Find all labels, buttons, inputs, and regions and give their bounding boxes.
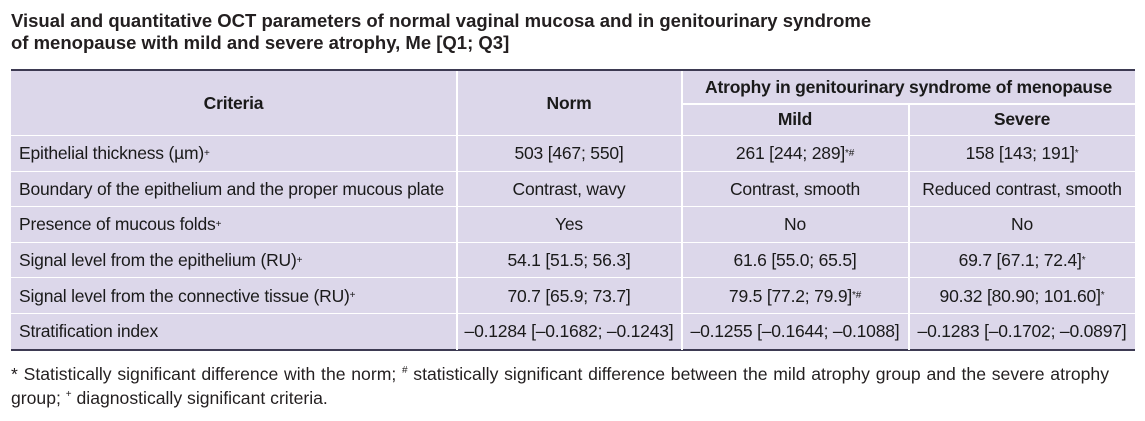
cell-criterion: Boundary of the epithelium and the prope…: [11, 172, 456, 208]
table-row: Signal level from the epithelium (RU) + 54…: [11, 241, 1135, 279]
header-divider: [908, 104, 910, 135]
column-divider: [681, 136, 683, 172]
cell-severe: 90.32 [80.90; 101.60] *: [939, 285, 1105, 306]
cell-criterion: Presence of mucous folds +: [19, 214, 222, 235]
column-divider: [456, 278, 458, 314]
cell-criterion-text: Boundary of the epithelium and the prope…: [19, 178, 445, 199]
cell-norm-text: –0.1284 [–0.1682; –0.1243]: [464, 321, 674, 342]
column-divider: [456, 314, 458, 350]
cell-severe: –0.1283 [–0.1702; –0.0897]: [909, 314, 1135, 350]
cell-severe: Reduced contrast, smooth: [909, 172, 1135, 208]
table-header: Criteria Norm Atrophy in genitourinary s…: [11, 71, 1135, 135]
cell-mild: 261 [244; 289] *#: [735, 143, 855, 164]
cell-mild: No: [682, 207, 908, 243]
cell-norm: 54.1 [51.5; 56.3]: [457, 243, 681, 279]
footnote-star-text: Statistically significant difference wit…: [17, 364, 402, 384]
cell-norm-text: 503 [467; 550]: [514, 143, 624, 164]
column-divider: [681, 278, 683, 314]
table-row: Boundary of the epithelium and the prope…: [11, 170, 1135, 208]
header-divider: [456, 71, 458, 135]
column-divider: [681, 242, 683, 279]
column-divider: [908, 314, 910, 350]
cell-mild-text: Contrast, smooth: [729, 178, 861, 199]
footnote: * Statistically significant difference w…: [11, 362, 1109, 410]
table-row: Stratification index –0.1284 [–0.1682; –0…: [11, 313, 1135, 350]
data-table: Criteria Norm Atrophy in genitourinary s…: [11, 69, 1135, 351]
cell-criterion-text: Stratification index: [19, 321, 158, 342]
cell-severe: 69.7 [67.1; 72.4] *: [958, 250, 1086, 271]
cell-mild-text: 261 [244; 289]: [735, 143, 846, 164]
cell-norm: Yes: [457, 207, 681, 243]
cell-mild-text: 61.6 [55.0; 65.5]: [733, 250, 857, 271]
table-title: Visual and quantitative OCT parameters o…: [11, 10, 1111, 54]
title-line-1: Visual and quantitative OCT parameters o…: [11, 10, 872, 31]
footnote-star-mark: *: [11, 364, 18, 384]
column-divider: [908, 171, 910, 208]
column-divider: [908, 136, 910, 172]
cell-criterion-text: Signal level from the epithelium (RU): [19, 250, 297, 271]
column-divider: [908, 242, 910, 279]
column-divider: [456, 136, 458, 172]
header-atrophy-group: Atrophy in genitourinary syndrome of men…: [705, 76, 1112, 97]
column-divider: [456, 242, 458, 279]
column-divider: [908, 207, 910, 243]
cell-mild: Contrast, smooth: [682, 172, 908, 208]
cell-norm: 70.7 [65.9; 73.7]: [457, 278, 681, 314]
cell-criterion: Epithelial thickness (µm) +: [19, 143, 210, 164]
cell-norm-text: Yes: [555, 214, 583, 235]
header-divider: [681, 71, 683, 135]
title-line-2: of menopause with mild and severe atroph…: [11, 32, 510, 53]
cell-criterion: Signal level from the connective tissue …: [19, 285, 356, 306]
column-divider: [681, 207, 683, 243]
cell-criterion-text: Epithelial thickness (µm): [19, 143, 205, 164]
cell-mild-text: –0.1255 [–0.1644; –0.1088]: [690, 321, 900, 342]
header-subdivider: [682, 103, 1135, 105]
cell-mild-text: 79.5 [77.2; 79.9]: [728, 285, 853, 306]
cell-norm: Contrast, wavy: [457, 172, 681, 208]
column-divider: [456, 207, 458, 243]
cell-severe-text: 69.7 [67.1; 72.4]: [958, 250, 1082, 271]
cell-criterion-text: Presence of mucous folds: [19, 214, 216, 235]
footnote-plus-text: diagnostically significant criteria.: [71, 388, 328, 408]
column-divider: [681, 171, 683, 208]
cell-norm: 503 [467; 550]: [457, 136, 681, 172]
table-row: Signal level from the connective tissue …: [11, 277, 1135, 314]
cell-criterion: Stratification index: [11, 314, 456, 350]
cell-norm-text: Contrast, wavy: [512, 178, 626, 199]
cell-severe: No: [909, 207, 1135, 243]
footnote-hash-mark: #: [402, 365, 408, 377]
column-divider: [456, 171, 458, 208]
table-row: Presence of mucous folds + Yes No No: [11, 206, 1135, 243]
cell-mild: 61.6 [55.0; 65.5]: [682, 243, 908, 279]
footnote-hash-text: statistically significant difference bet…: [11, 364, 1109, 408]
header-criteria: Criteria: [203, 92, 264, 113]
header-severe: Severe: [993, 108, 1051, 129]
cell-mild: –0.1255 [–0.1644; –0.1088]: [682, 314, 908, 350]
header-mild: Mild: [777, 108, 813, 129]
cell-mild: 79.5 [77.2; 79.9] *#: [728, 285, 862, 306]
cell-severe: 158 [143; 191] *: [965, 143, 1079, 164]
cell-norm-text: 54.1 [51.5; 56.3]: [507, 250, 631, 271]
cell-norm-text: 70.7 [65.9; 73.7]: [507, 285, 631, 306]
cell-norm: –0.1284 [–0.1682; –0.1243]: [457, 314, 681, 350]
cell-severe-text: Reduced contrast, smooth: [922, 178, 1122, 199]
cell-severe-text: 90.32 [80.90; 101.60]: [939, 285, 1101, 306]
cell-severe-text: –0.1283 [–0.1702; –0.0897]: [917, 321, 1127, 342]
cell-severe-text: 158 [143; 191]: [965, 143, 1075, 164]
cell-criterion-text: Signal level from the connective tissue …: [19, 285, 350, 306]
column-divider: [908, 278, 910, 314]
cell-criterion: Signal level from the epithelium (RU) +: [19, 250, 303, 271]
table-row: Epithelial thickness (µm) + 503 [467; 550]…: [11, 135, 1135, 172]
cell-mild-text: No: [784, 214, 806, 235]
cell-severe-text: No: [1011, 214, 1033, 235]
header-norm: Norm: [546, 92, 592, 113]
footnote-plus-mark: +: [65, 389, 72, 401]
column-divider: [681, 314, 683, 350]
